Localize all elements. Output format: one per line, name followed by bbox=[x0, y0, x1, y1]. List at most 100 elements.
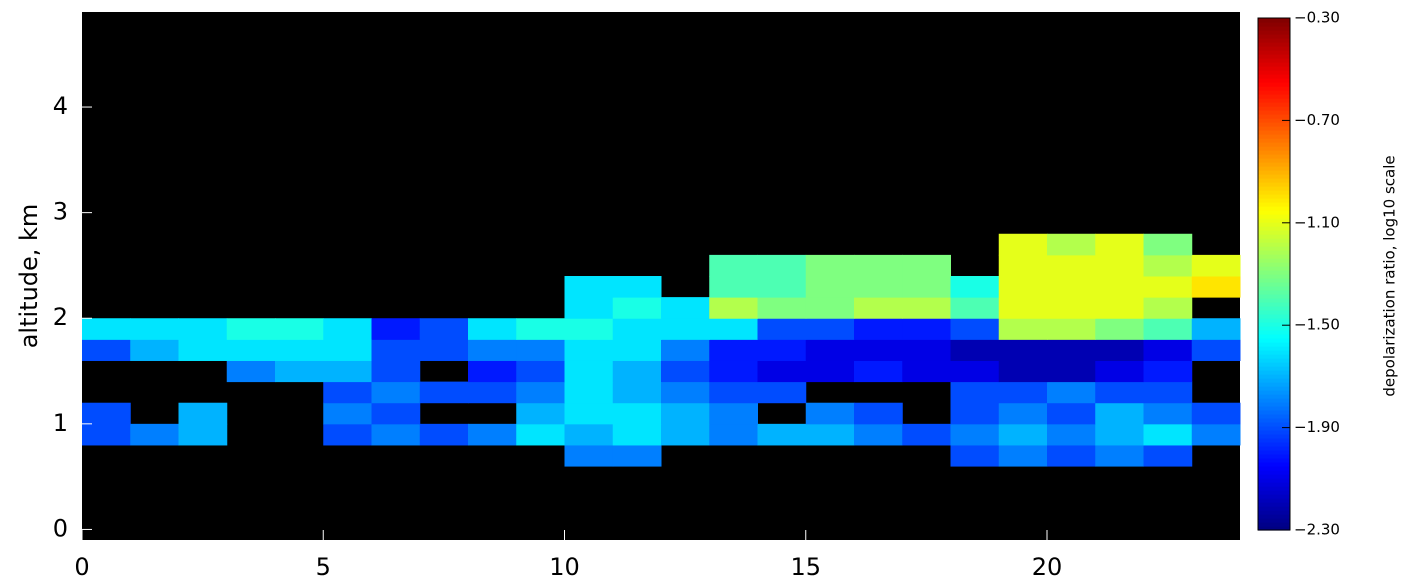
heatmap-cell bbox=[1047, 233, 1096, 256]
colorbar-segment bbox=[1258, 430, 1290, 435]
heatmap-cell bbox=[805, 402, 855, 425]
heatmap-cell bbox=[371, 423, 421, 446]
heatmap-cell bbox=[564, 360, 614, 383]
colorbar-segment bbox=[1258, 450, 1290, 455]
heatmap-cell bbox=[805, 339, 855, 361]
heatmap-cell bbox=[1047, 444, 1096, 467]
colorbar-segment bbox=[1258, 310, 1290, 315]
colorbar-segment bbox=[1258, 238, 1290, 243]
colorbar-segment bbox=[1258, 98, 1290, 103]
colorbar-segment bbox=[1258, 506, 1290, 511]
heatmap-cell bbox=[757, 423, 807, 446]
heatmap-cell bbox=[275, 339, 324, 361]
colorbar-segment bbox=[1258, 330, 1290, 335]
colorbar-segment bbox=[1258, 142, 1290, 147]
heatmap-cell bbox=[516, 339, 565, 361]
heatmap-cell bbox=[468, 339, 517, 361]
heatmap-cell bbox=[950, 402, 1000, 425]
colorbar-segment bbox=[1258, 402, 1290, 407]
colorbar-frame bbox=[1257, 17, 1291, 531]
heatmap-cell bbox=[178, 318, 228, 340]
heatmap-cell bbox=[82, 339, 131, 361]
heatmap-cell bbox=[612, 381, 662, 404]
colorbar-segment bbox=[1258, 394, 1290, 399]
heatmap-cell bbox=[82, 402, 131, 425]
heatmap-cell bbox=[998, 360, 1048, 383]
heatmap-cell bbox=[564, 444, 614, 467]
heatmap-cell bbox=[998, 254, 1048, 277]
heatmap-cell bbox=[998, 233, 1048, 256]
colorbar-segment bbox=[1258, 374, 1290, 379]
heatmap-cell bbox=[709, 402, 758, 425]
heatmap-cell bbox=[805, 254, 855, 277]
colorbar-segment bbox=[1258, 338, 1290, 343]
heatmap-cell bbox=[419, 381, 469, 404]
heatmap-cell bbox=[564, 402, 614, 425]
colorbar-tick-label: −0.70 bbox=[1294, 111, 1340, 129]
heatmap-cell bbox=[1095, 276, 1144, 298]
colorbar-segment bbox=[1258, 350, 1290, 355]
heatmap-cell bbox=[902, 318, 951, 340]
colorbar-segment bbox=[1258, 194, 1290, 199]
heatmap-cell bbox=[1095, 444, 1144, 467]
heatmap-cell bbox=[1095, 402, 1144, 425]
y-tick-label: 4 bbox=[53, 92, 68, 120]
colorbar-segment bbox=[1258, 306, 1290, 311]
colorbar-segment bbox=[1258, 174, 1290, 179]
heatmap-cell bbox=[612, 297, 662, 319]
heatmap-cell bbox=[757, 276, 807, 298]
heatmap-cell bbox=[1191, 276, 1241, 298]
colorbar-segment bbox=[1258, 346, 1290, 351]
heatmap-cell bbox=[371, 318, 421, 340]
colorbar-segment bbox=[1258, 166, 1290, 171]
y-tick-label: 1 bbox=[53, 409, 68, 437]
colorbar-segment bbox=[1258, 466, 1290, 471]
x-tick-label: 20 bbox=[1032, 553, 1063, 581]
heatmap-cell bbox=[709, 297, 758, 319]
heatmap-cell bbox=[612, 423, 662, 446]
colorbar-segment bbox=[1258, 434, 1290, 439]
heatmap-cell bbox=[178, 402, 228, 425]
colorbar-segment bbox=[1258, 322, 1290, 327]
colorbar-segment bbox=[1258, 438, 1290, 443]
heatmap-cell bbox=[805, 318, 855, 340]
heatmap-cell bbox=[1095, 297, 1144, 319]
colorbar-segment bbox=[1258, 158, 1290, 163]
heatmap-cell bbox=[612, 276, 662, 298]
colorbar-segment bbox=[1258, 454, 1290, 459]
heatmap-cell bbox=[950, 423, 1000, 446]
colorbar-segment bbox=[1258, 226, 1290, 231]
heatmap-cell bbox=[1047, 318, 1096, 340]
heatmap-cell bbox=[902, 423, 951, 446]
y-tick-label: 3 bbox=[53, 198, 68, 226]
heatmap-cell bbox=[950, 297, 1000, 319]
heatmap-cell bbox=[1191, 318, 1241, 340]
colorbar-segment bbox=[1258, 386, 1290, 391]
colorbar-segment bbox=[1258, 110, 1290, 115]
heatmap-cell bbox=[1191, 402, 1241, 425]
heatmap-cell bbox=[950, 276, 1000, 298]
heatmap-cell bbox=[468, 381, 517, 404]
colorbar-segment bbox=[1258, 42, 1290, 47]
colorbar-segment bbox=[1258, 22, 1290, 27]
colorbar-segment bbox=[1258, 190, 1290, 195]
heatmap-cell bbox=[419, 339, 469, 361]
colorbar-segment bbox=[1258, 146, 1290, 151]
heatmap-cell bbox=[564, 423, 614, 446]
heatmap-cell bbox=[661, 339, 710, 361]
colorbar-segment bbox=[1258, 278, 1290, 283]
colorbar-segment bbox=[1258, 126, 1290, 131]
heatmap-cell bbox=[757, 360, 807, 383]
colorbar-segment bbox=[1258, 358, 1290, 363]
heatmap-cell bbox=[82, 318, 131, 340]
colorbar-segment bbox=[1258, 78, 1290, 83]
colorbar-tick-label: −1.10 bbox=[1294, 213, 1340, 231]
colorbar-segment bbox=[1258, 206, 1290, 211]
heatmap-cell bbox=[902, 276, 951, 298]
heatmap-cell bbox=[612, 360, 662, 383]
heatmap-cell bbox=[1143, 402, 1193, 425]
heatmap-cell bbox=[1095, 381, 1144, 404]
heatmap-cell bbox=[998, 339, 1048, 361]
colorbar-segment bbox=[1258, 302, 1290, 307]
heatmap-cell bbox=[323, 423, 372, 446]
